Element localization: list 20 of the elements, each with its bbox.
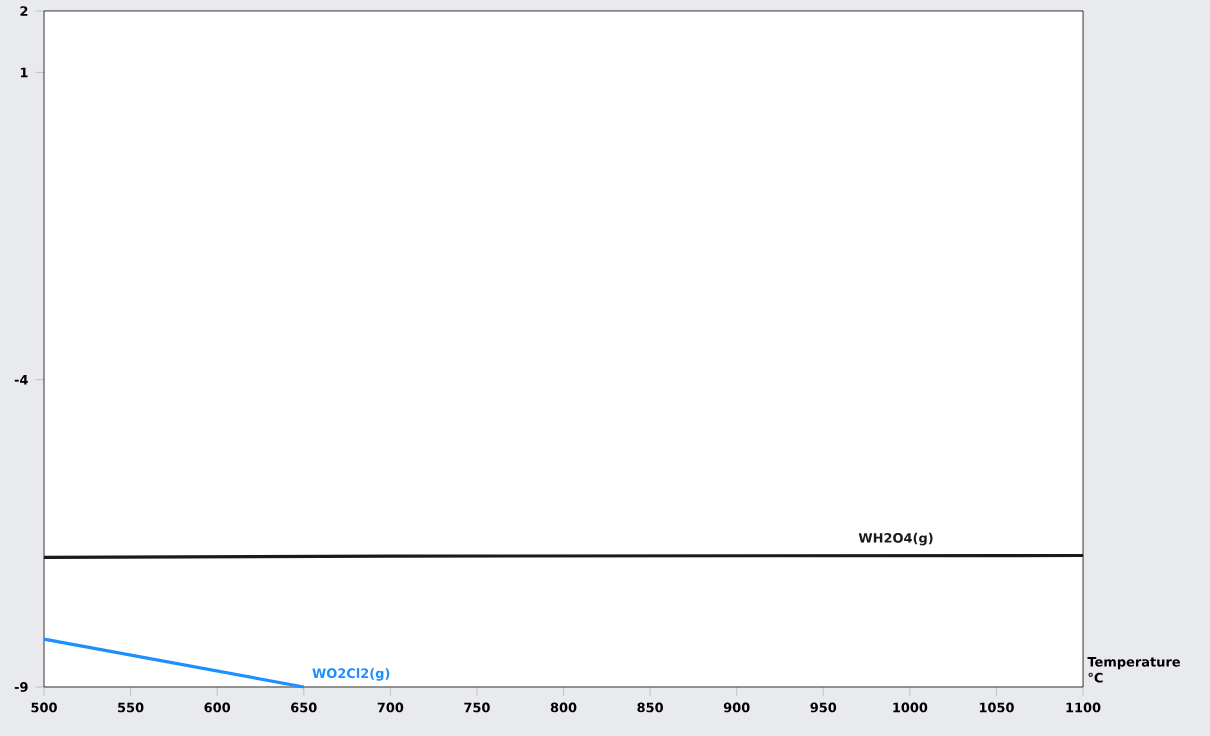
x-tick-label: 1000 xyxy=(893,702,928,713)
x-tick-label: 650 xyxy=(291,702,317,713)
y-tick-label: 2 xyxy=(20,6,28,16)
x-tick-label: 1100 xyxy=(1066,702,1101,713)
x-tick-label: 1050 xyxy=(979,702,1014,713)
y-tick-label: -4 xyxy=(14,375,28,385)
x-tick-label: 750 xyxy=(464,702,490,713)
x-tick-label: 900 xyxy=(723,702,750,713)
x-tick-label: 950 xyxy=(810,702,837,713)
x-tick-label: 800 xyxy=(550,702,577,713)
x-tick-label: 500 xyxy=(31,702,57,713)
x-tick-label: 850 xyxy=(637,702,663,713)
series-label: WO2Cl2(g) xyxy=(312,668,390,681)
x-tick-label: 600 xyxy=(204,702,231,713)
series-label: WH2O4(g) xyxy=(858,532,933,546)
x-axis-title: Temperature °C xyxy=(1087,657,1180,683)
y-tick-label: -9 xyxy=(14,682,28,692)
y-tick-label: 1 xyxy=(20,67,28,78)
x-tick-label: 550 xyxy=(118,702,144,713)
x-tick-label: 700 xyxy=(377,702,404,713)
